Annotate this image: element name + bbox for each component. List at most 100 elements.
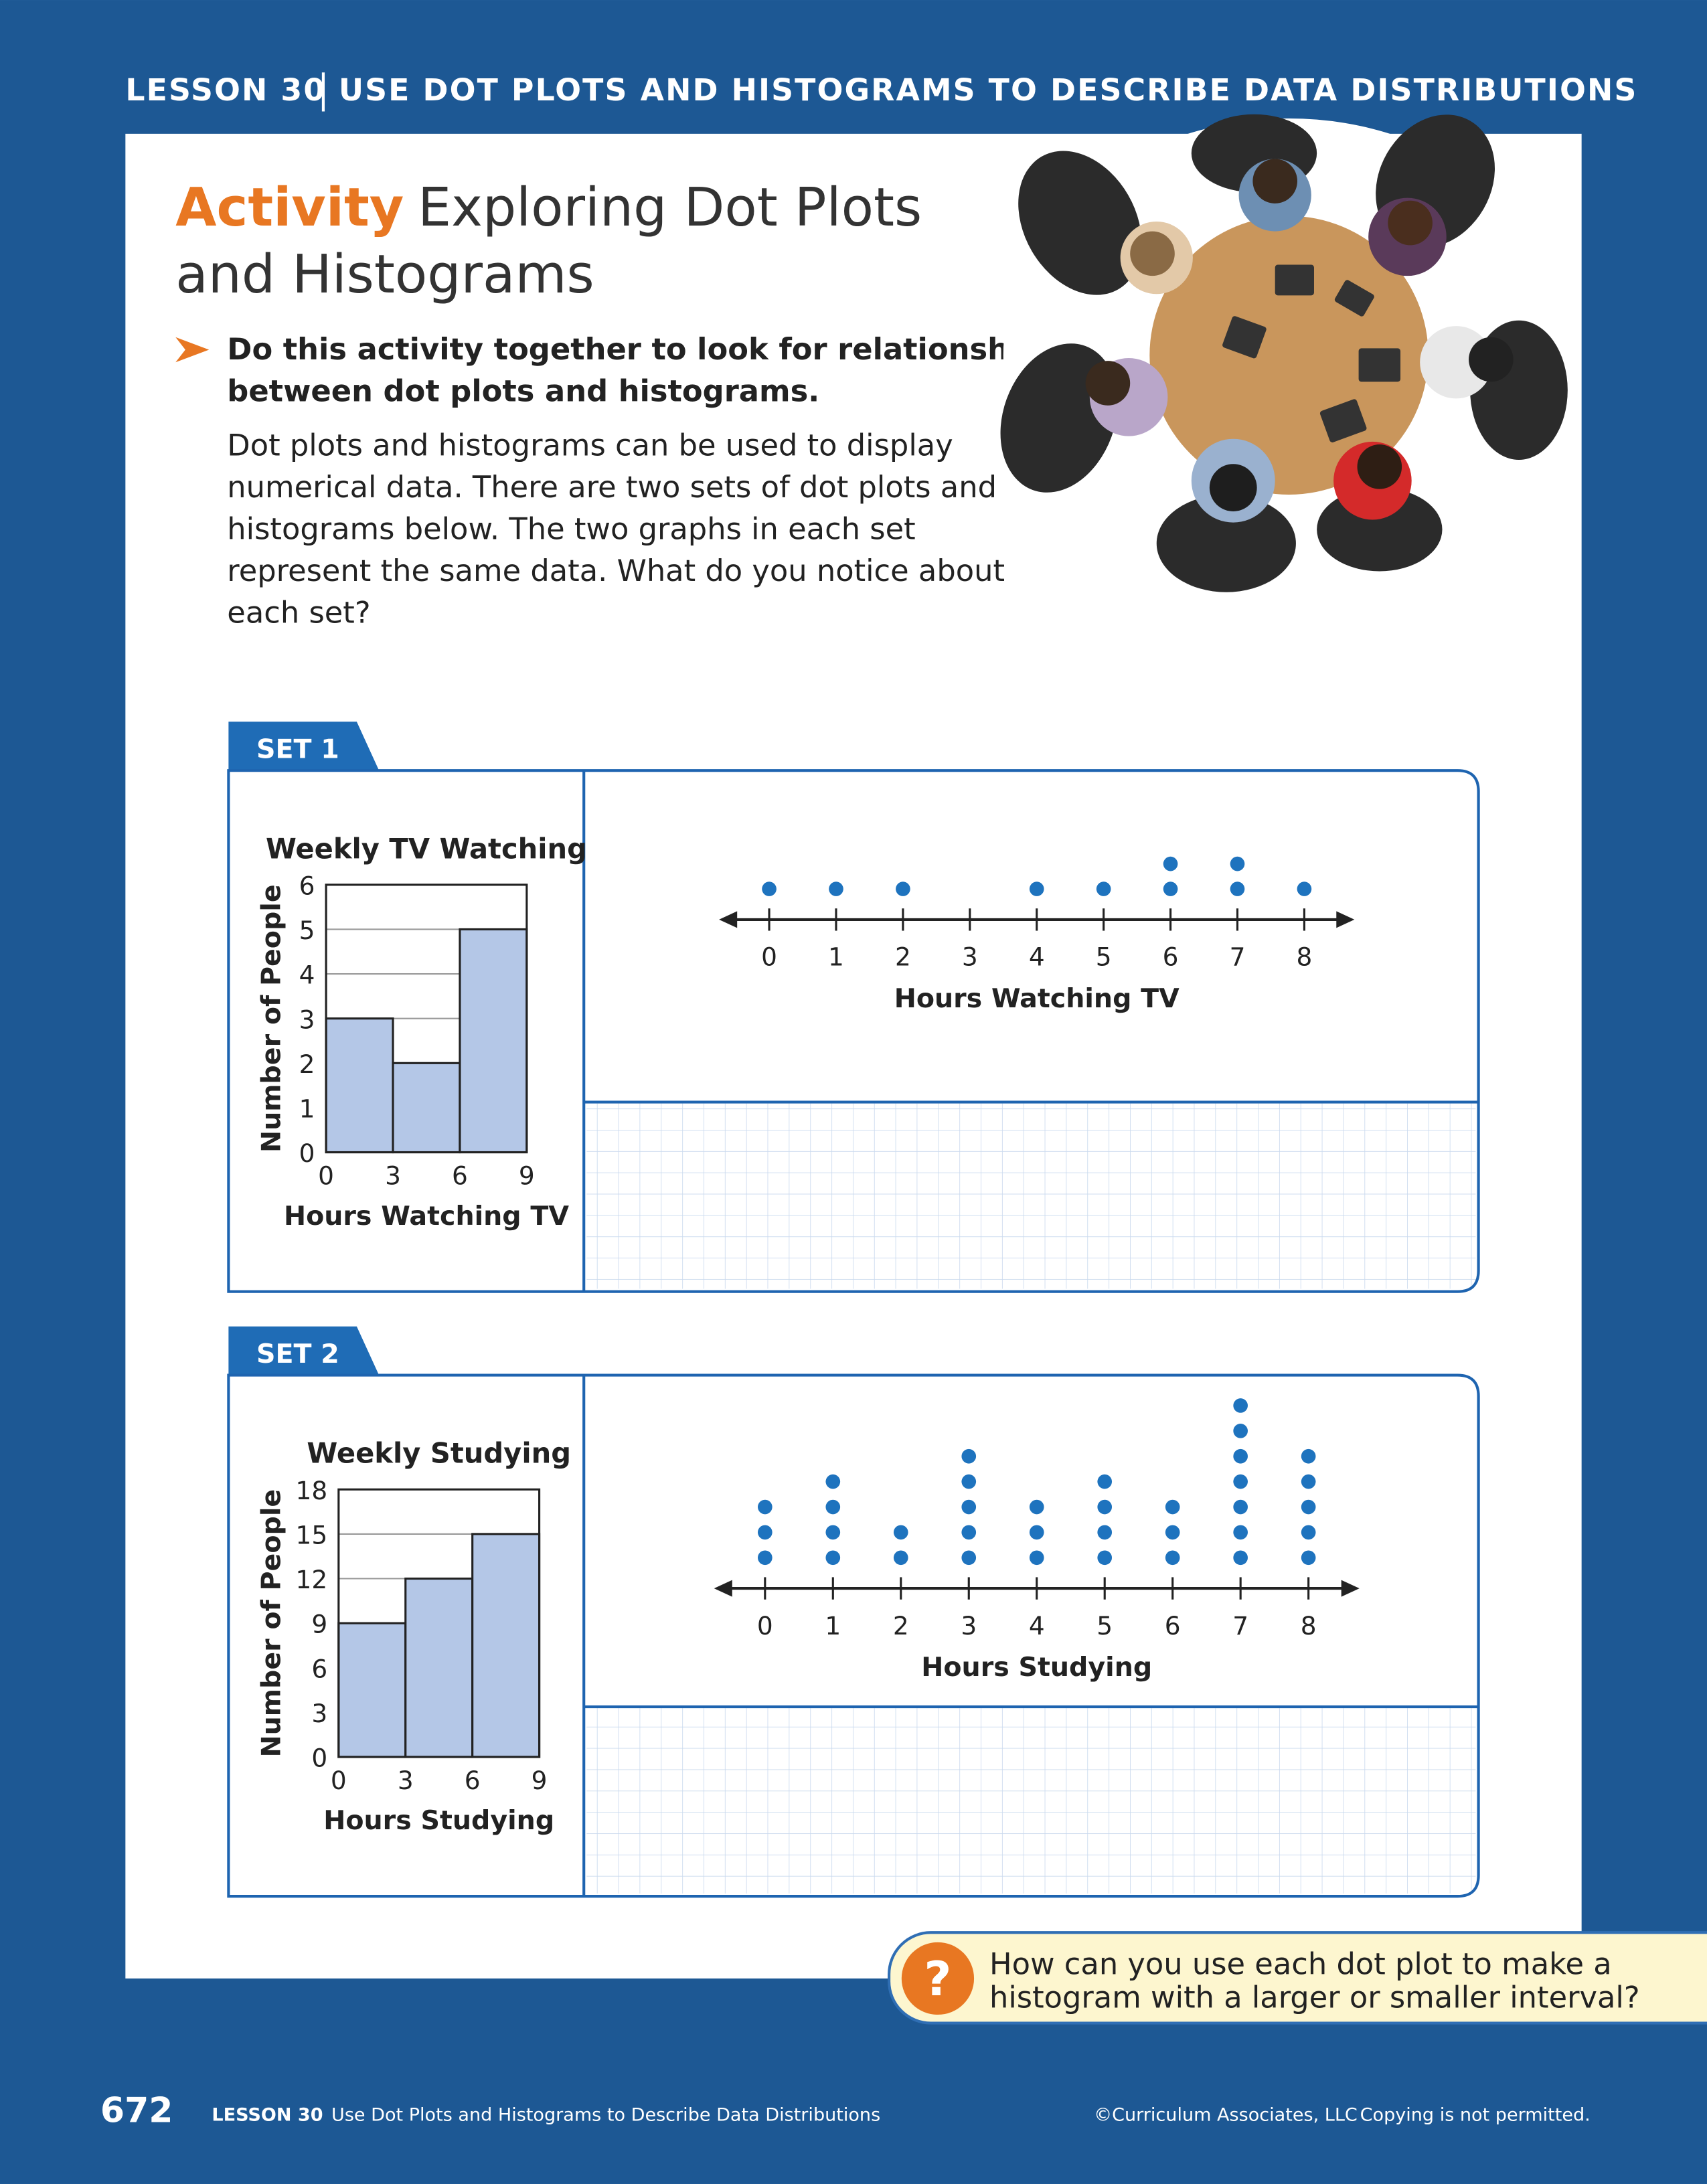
body-line: numerical data. There are two sets of do… [227, 469, 997, 505]
x-tick-label: 8 [1301, 1611, 1317, 1641]
people [1085, 159, 1514, 523]
dot [1233, 1499, 1248, 1515]
x-tick-label: 3 [961, 1611, 977, 1641]
x-tick-label: 6 [1165, 1611, 1181, 1641]
dot [1233, 1448, 1248, 1464]
histogram-bar [392, 1062, 461, 1154]
dot [1233, 1424, 1248, 1438]
set-frame [227, 769, 1480, 1293]
footer-title: Use Dot Plots and Histograms to Describe… [331, 2104, 880, 2125]
x-tick-label: 0 [331, 1766, 347, 1795]
dot [961, 1525, 977, 1540]
dot [757, 1499, 773, 1515]
x-tick-label: 1 [825, 1611, 841, 1641]
activity-label: Activity [175, 177, 404, 238]
x-tick-label: 0 [318, 1161, 334, 1190]
dot [1301, 1525, 1316, 1540]
dot [1301, 1474, 1316, 1489]
axis-arrow [714, 1580, 732, 1597]
footer-lesson: LESSON 30 Use Dot Plots and Histograms to… [212, 2104, 880, 2125]
dot [893, 1550, 908, 1566]
dot [1097, 1499, 1113, 1515]
arrow-icon [175, 337, 210, 363]
y-tick-label: 4 [299, 960, 315, 990]
dot [757, 1525, 773, 1540]
footer-copyright: ©Curriculum Associates, LLC [1094, 2104, 1358, 2125]
x-tick-label: 2 [893, 1611, 909, 1641]
question-box: ? How can you use each dot plot to make … [888, 1931, 1707, 2025]
y-tick-label: 18 [296, 1476, 328, 1505]
dot [961, 1499, 977, 1515]
question-icon [901, 1942, 975, 2015]
axis-arrow [1341, 1580, 1360, 1597]
set-label: SET 2 [256, 1339, 339, 1369]
set-label: SET 1 [256, 734, 339, 764]
dot [1165, 1550, 1180, 1566]
body-line: represent the same data. What do you not… [227, 553, 1005, 588]
y-tick-label: 3 [299, 1005, 315, 1034]
question-line: histogram with a larger or smaller inter… [989, 1980, 1640, 2015]
x-tick-label: 4 [1029, 942, 1045, 972]
dot [825, 1474, 841, 1489]
dot [961, 1448, 977, 1464]
plot-frame [325, 884, 528, 1154]
dot [961, 1474, 977, 1489]
x-tick-label: 7 [1230, 942, 1246, 972]
histogram-bar [404, 1577, 474, 1758]
footer-notice: Copying is not permitted. [1360, 2104, 1591, 2125]
x-tick-label: 4 [1029, 1611, 1045, 1641]
grid-area [586, 1708, 1476, 1894]
x-tick-label: 6 [465, 1766, 481, 1795]
header-title: USE DOT PLOTS AND HISTOGRAMS TO DESCRIBE… [339, 72, 1638, 108]
x-axis-label: Hours Studying [921, 1652, 1152, 1683]
dot [1301, 1448, 1316, 1464]
question-line: How can you use each dot plot to make a [989, 1946, 1612, 1982]
y-tick-label: 12 [296, 1565, 328, 1594]
x-tick-label: 3 [385, 1161, 401, 1190]
y-tick-label: 15 [296, 1520, 328, 1549]
page-number: 672 [100, 2090, 173, 2130]
dot [1029, 881, 1044, 896]
histogram-bar [325, 1017, 394, 1154]
x-tick-label: 6 [1163, 942, 1179, 972]
x-tick-label: 9 [519, 1161, 535, 1190]
x-axis-label: Hours Studying [323, 1805, 554, 1836]
axis-arrow [1336, 911, 1355, 928]
dot [961, 1550, 977, 1566]
header-lesson: LESSON 30 [125, 72, 326, 108]
instruction-line: Do this activity together to look for re… [227, 331, 1058, 367]
plot-frame [337, 1488, 541, 1758]
activity-title-line: and Histograms [175, 244, 594, 305]
y-tick-label: 6 [299, 871, 315, 900]
dot [1165, 1499, 1180, 1515]
dot [1163, 856, 1178, 871]
dot [1097, 1525, 1113, 1540]
x-tick-label: 5 [1096, 1611, 1113, 1641]
y-tick-label: 1 [299, 1094, 315, 1123]
dot [1301, 1499, 1316, 1515]
axis-arrow [719, 911, 738, 928]
dot [757, 1550, 773, 1566]
dot [1097, 1474, 1113, 1489]
dot [829, 881, 843, 896]
dot [1297, 881, 1312, 896]
set: SET 1 0 1 2 3 4 5 6 0 3 6 9 Weekly TV Watching Hours … [227, 722, 1480, 1293]
y-tick-label: 0 [311, 1744, 327, 1773]
body-line: each set? [227, 595, 370, 631]
x-tick-label: 0 [761, 942, 777, 972]
x-tick-label: 3 [398, 1766, 414, 1795]
dot [1096, 881, 1111, 896]
y-tick-label: 0 [299, 1139, 315, 1168]
dot [1029, 1525, 1044, 1540]
dot [1029, 1550, 1044, 1566]
dot [1165, 1525, 1180, 1540]
x-tick-label: 9 [532, 1766, 548, 1795]
y-tick-label: 2 [299, 1049, 315, 1079]
photo [1000, 114, 1575, 592]
y-axis-label: Number of People [256, 884, 287, 1153]
dot [893, 1525, 908, 1540]
dot [762, 881, 777, 896]
dot [1230, 856, 1245, 871]
